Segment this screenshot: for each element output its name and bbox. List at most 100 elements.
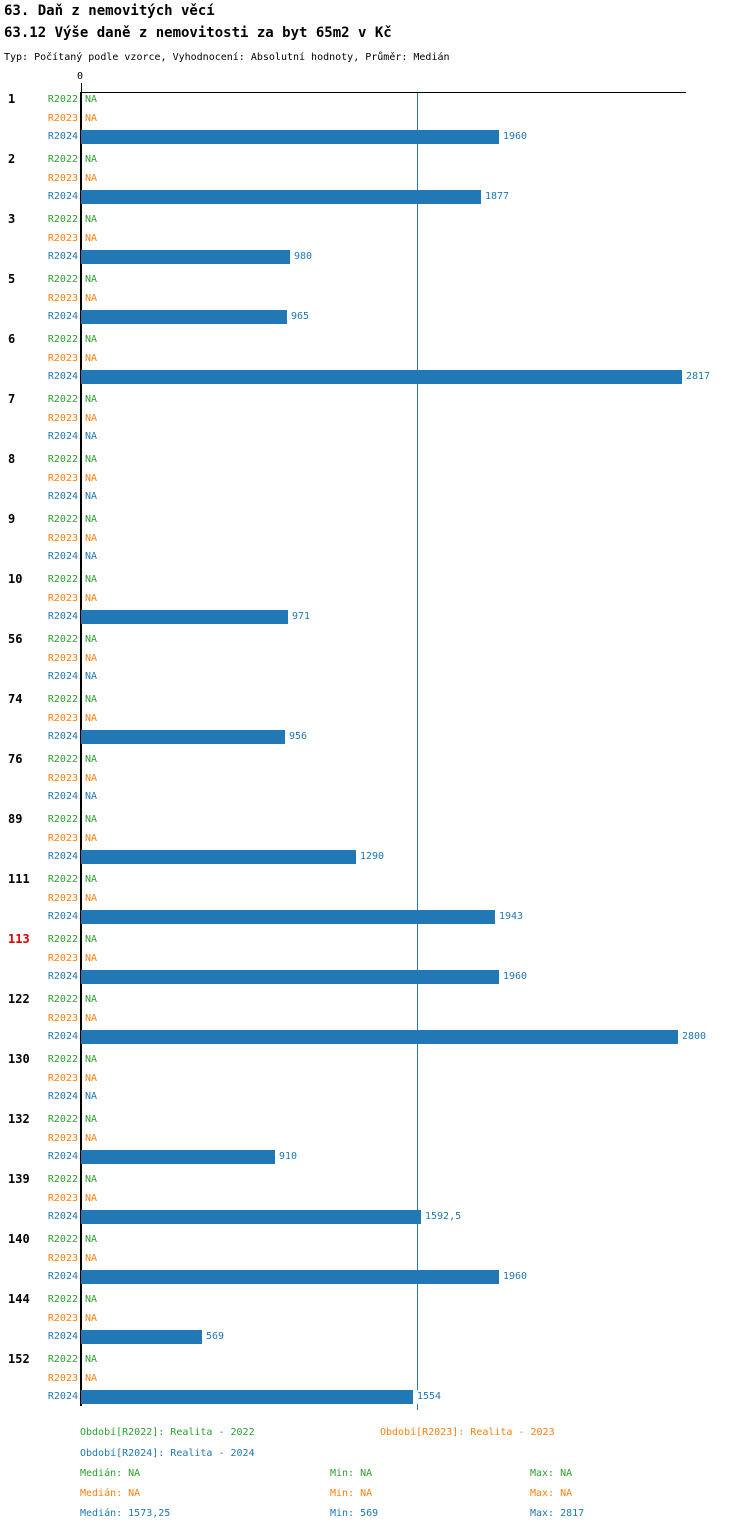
na-value-label: NA (85, 1091, 98, 1103)
na-value-label: NA (85, 1234, 98, 1245)
series-label: R2022 (47, 634, 78, 645)
bar-value-label: 1943 (499, 910, 525, 925)
series-label: R2023 (47, 172, 78, 184)
series-label: R2024 (47, 311, 78, 323)
series-label: R2024 (47, 371, 78, 383)
series-label: R2023 (47, 892, 78, 904)
bar-r2024 (81, 1330, 202, 1345)
bar-r2024 (81, 1210, 421, 1225)
series-label: R2024 (47, 251, 78, 263)
series-label: R2024 (47, 1391, 78, 1403)
stat-median-r2023: Medián: NA (80, 1488, 141, 1499)
series-label: R2024 (47, 431, 78, 443)
bar-value-label: 956 (289, 730, 309, 745)
series-label: R2023 (47, 112, 78, 124)
na-value-label: NA (85, 754, 98, 765)
na-value-label: NA (85, 334, 98, 345)
group-id-label: 1 (8, 92, 16, 106)
axis-baseline (80, 92, 82, 1406)
na-value-label: NA (85, 1114, 98, 1125)
na-value-label: NA (85, 791, 98, 803)
series-label: R2024 (47, 1091, 78, 1103)
na-value-label: NA (85, 1252, 98, 1264)
series-label: R2023 (47, 832, 78, 844)
group-id-label: 74 (8, 692, 23, 706)
group-id-label: 140 (8, 1232, 30, 1246)
na-value-label: NA (85, 154, 98, 165)
series-label: R2022 (47, 514, 78, 525)
series-label: R2024 (47, 191, 78, 203)
na-value-label: NA (85, 1354, 98, 1365)
group-id-label: 6 (8, 332, 16, 346)
na-value-label: NA (85, 934, 98, 945)
na-value-label: NA (85, 694, 98, 705)
group-id-label: 130 (8, 1052, 30, 1066)
na-value-label: NA (85, 1192, 98, 1204)
bar-value-label: 910 (279, 1150, 299, 1165)
series-label: R2022 (47, 1174, 78, 1185)
na-value-label: NA (85, 274, 98, 285)
bar-value-label: 1877 (485, 190, 511, 205)
bar-r2024 (81, 1150, 275, 1165)
series-label: R2022 (47, 814, 78, 825)
na-value-label: NA (85, 634, 98, 645)
stat-min-r2023: Min: NA (330, 1488, 373, 1499)
series-label: R2024 (47, 1211, 78, 1223)
series-label: R2023 (47, 952, 78, 964)
bar-value-label: 1960 (503, 130, 529, 145)
series-label: R2024 (47, 971, 78, 983)
series-label: R2024 (47, 551, 78, 563)
na-value-label: NA (85, 574, 98, 585)
series-label: R2024 (47, 1331, 78, 1343)
axis-top-line (81, 92, 686, 93)
bar-value-label: 980 (294, 250, 314, 265)
chart-meta-line: Typ: Počítaný podle vzorce, Vyhodnocení:… (4, 52, 450, 63)
na-value-label: NA (85, 454, 98, 465)
group-id-label: 10 (8, 572, 23, 586)
series-label: R2024 (47, 1151, 78, 1163)
series-label: R2024 (47, 911, 78, 923)
group-id-label: 122 (8, 992, 30, 1006)
na-value-label: NA (85, 892, 98, 904)
series-label: R2023 (47, 1192, 78, 1204)
bar-r2024 (81, 1270, 499, 1285)
bar-r2024 (81, 610, 288, 625)
bar-value-label: 1960 (503, 1270, 529, 1285)
na-value-label: NA (85, 232, 98, 244)
bar-value-label: 1960 (503, 970, 529, 985)
series-label: R2022 (47, 334, 78, 345)
series-label: R2022 (47, 94, 78, 105)
na-value-label: NA (85, 592, 98, 604)
bar-value-label: 569 (206, 1330, 226, 1345)
bar-value-label: 1554 (417, 1390, 443, 1405)
series-label: R2023 (47, 472, 78, 484)
series-label: R2022 (47, 454, 78, 465)
bar-value-label: 1290 (360, 850, 386, 865)
na-value-label: NA (85, 491, 98, 503)
na-value-label: NA (85, 551, 98, 563)
na-value-label: NA (85, 671, 98, 683)
axis-zero-label: 0 (77, 71, 84, 82)
series-label: R2022 (47, 1114, 78, 1125)
bar-value-label: 2817 (686, 370, 712, 385)
series-label: R2022 (47, 1294, 78, 1305)
na-value-label: NA (85, 292, 98, 304)
na-value-label: NA (85, 1054, 98, 1065)
bar-value-label: 2800 (682, 1030, 708, 1045)
axis-zero-tick (81, 83, 82, 97)
series-label: R2024 (47, 671, 78, 683)
bar-r2024 (81, 250, 290, 265)
bar-r2024 (81, 310, 287, 325)
group-id-label: 111 (8, 872, 30, 886)
series-label: R2022 (47, 274, 78, 285)
series-label: R2022 (47, 1234, 78, 1245)
series-label: R2024 (47, 611, 78, 623)
bar-r2024 (81, 850, 356, 865)
median-reference-line (417, 93, 418, 1410)
series-label: R2023 (47, 352, 78, 364)
group-id-label: 7 (8, 392, 16, 406)
na-value-label: NA (85, 431, 98, 443)
page-title: 63. Daň z nemovitých věcí (4, 3, 215, 19)
bar-r2024 (81, 130, 499, 145)
series-label: R2022 (47, 934, 78, 945)
